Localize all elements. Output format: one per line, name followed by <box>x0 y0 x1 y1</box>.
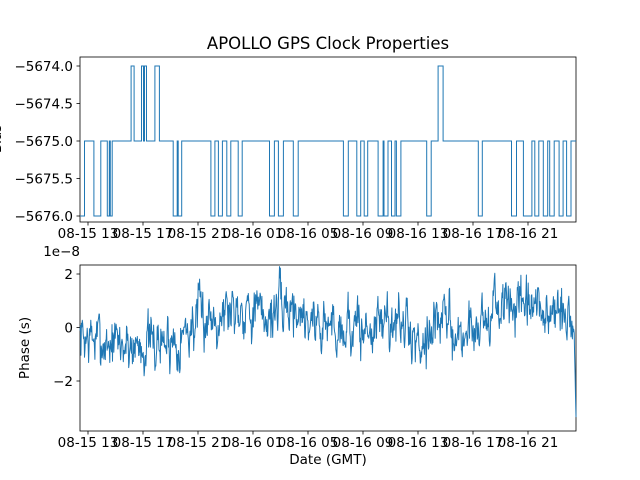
y-tick-label: −5674.0 <box>14 59 73 75</box>
x-tick-label: 08-16 01 <box>223 226 284 242</box>
x-tick-label: 08-16 13 <box>388 435 449 451</box>
x-tick-label: 08-16 17 <box>443 435 504 451</box>
x-tick-label: 08-16 09 <box>333 435 394 451</box>
bottom-ylabel: Phase (s) <box>17 317 33 379</box>
x-tick-label: 08-16 17 <box>443 226 504 242</box>
x-tick-label: 08-16 01 <box>223 435 284 451</box>
y-tick-label: −5676.0 <box>14 209 73 225</box>
y-tick-label: −5675.0 <box>14 134 73 150</box>
bottom-axes-frame <box>79 264 577 432</box>
x-tick-label: 08-15 17 <box>113 435 174 451</box>
y-tick-label: −5675.5 <box>14 171 73 187</box>
x-tick-label: 08-16 21 <box>498 226 559 242</box>
x-tick-label: 08-16 05 <box>278 435 339 451</box>
y-tick-label: 0 <box>64 320 73 336</box>
y-tick-label: 2 <box>64 267 73 283</box>
x-tick-label: 08-15 13 <box>58 226 119 242</box>
top-ylabel-clipped: Bias <box>0 125 5 153</box>
x-tick-label: 08-15 13 <box>58 435 119 451</box>
x-tick-label: 08-16 13 <box>388 226 449 242</box>
y-tick-label: −5674.5 <box>14 96 73 112</box>
y-tick-label: −2 <box>53 374 73 390</box>
figure-title: APOLLO GPS Clock Properties <box>207 34 449 53</box>
x-tick-label: 08-15 17 <box>113 226 174 242</box>
x-tick-label: 08-15 21 <box>168 226 229 242</box>
y-axis-offset-text: 1e−8 <box>43 244 80 260</box>
x-tick-label: 08-15 21 <box>168 435 229 451</box>
top-axes-frame <box>79 56 577 223</box>
x-tick-label: 08-16 09 <box>333 226 394 242</box>
bias-step-line <box>80 65 576 217</box>
x-axis-label: Date (GMT) <box>289 452 366 468</box>
x-tick-label: 08-16 21 <box>498 435 559 451</box>
x-tick-label: 08-16 05 <box>278 226 339 242</box>
phase-noise-line <box>79 266 577 418</box>
